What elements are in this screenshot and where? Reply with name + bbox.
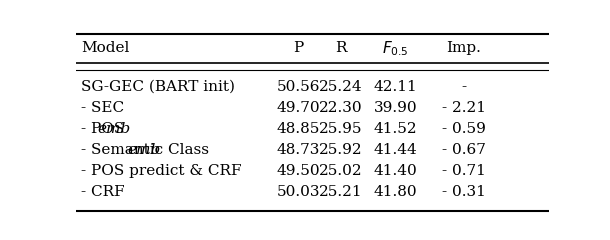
Text: 25.95: 25.95: [319, 122, 363, 136]
Text: -: -: [461, 80, 467, 94]
Text: 25.92: 25.92: [319, 143, 363, 157]
Text: 42.11: 42.11: [373, 80, 417, 94]
Text: 41.80: 41.80: [373, 185, 417, 199]
Text: 25.02: 25.02: [319, 164, 363, 178]
Text: Imp.: Imp.: [447, 41, 481, 55]
Text: P: P: [293, 41, 304, 55]
Text: SG-GEC (BART init): SG-GEC (BART init): [81, 80, 235, 94]
Text: 41.44: 41.44: [373, 143, 417, 157]
Text: 41.52: 41.52: [373, 122, 417, 136]
Text: - 0.31: - 0.31: [442, 185, 486, 199]
Text: Model: Model: [81, 41, 129, 55]
Text: emb: emb: [98, 122, 131, 136]
Text: - POS: - POS: [81, 122, 129, 136]
Text: 39.90: 39.90: [373, 101, 417, 115]
Text: - CRF: - CRF: [81, 185, 124, 199]
Text: 49.70: 49.70: [276, 101, 320, 115]
Text: 41.40: 41.40: [373, 164, 417, 178]
Text: - 0.71: - 0.71: [442, 164, 486, 178]
Text: - 2.21: - 2.21: [442, 101, 486, 115]
Text: 48.85: 48.85: [277, 122, 320, 136]
Text: emb: emb: [127, 143, 161, 157]
Text: - Semantic Class: - Semantic Class: [81, 143, 214, 157]
Text: 22.30: 22.30: [319, 101, 363, 115]
Text: 50.03: 50.03: [277, 185, 320, 199]
Text: - SEC: - SEC: [81, 101, 124, 115]
Text: 25.24: 25.24: [319, 80, 363, 94]
Text: $\mathit{F}_{0.5}$: $\mathit{F}_{0.5}$: [382, 39, 409, 58]
Text: - 0.67: - 0.67: [442, 143, 486, 157]
Text: R: R: [336, 41, 346, 55]
Text: - POS predict & CRF: - POS predict & CRF: [81, 164, 242, 178]
Text: 48.73: 48.73: [277, 143, 320, 157]
Text: - 0.59: - 0.59: [442, 122, 486, 136]
Text: 49.50: 49.50: [276, 164, 320, 178]
Text: 25.21: 25.21: [319, 185, 363, 199]
Text: 50.56: 50.56: [277, 80, 320, 94]
